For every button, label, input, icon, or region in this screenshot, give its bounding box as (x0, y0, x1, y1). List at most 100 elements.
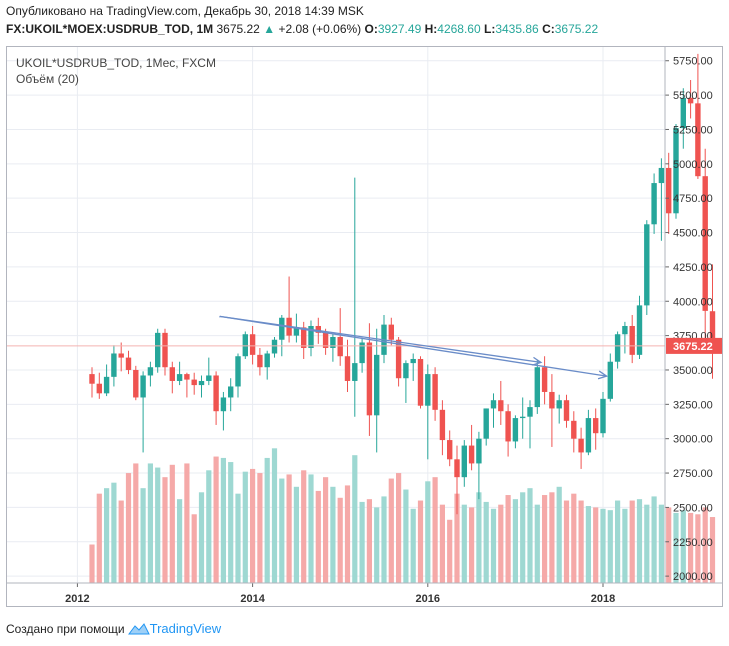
candle-body (432, 374, 438, 410)
candle-body (651, 183, 657, 225)
candle-body (549, 391, 555, 409)
volume-bar (257, 473, 263, 583)
candle-body (118, 353, 124, 358)
volume-bar (96, 493, 102, 583)
volume-bar (381, 496, 387, 583)
candle-body (96, 383, 102, 394)
y-tick-label: 4750.00 (673, 193, 713, 205)
candle-body (512, 418, 519, 442)
volume-legend[interactable]: Объём (20) (16, 72, 79, 86)
candle-body (556, 400, 562, 409)
volume-bar (374, 507, 380, 583)
candle-body (359, 342, 365, 364)
volume-bar (447, 519, 453, 583)
candle-body (585, 418, 592, 453)
candle-body (315, 325, 321, 333)
candle-body (308, 325, 314, 348)
volume-bar (315, 490, 321, 583)
low-label: L: (484, 22, 496, 36)
y-tick-label: 2750.00 (673, 468, 713, 480)
candle-body (352, 363, 358, 381)
candle-body (593, 418, 599, 434)
candle-body (206, 375, 212, 381)
x-tick-label: 2018 (591, 593, 615, 605)
volume-bar (476, 492, 482, 583)
y-tick-label: 5250.00 (673, 124, 713, 136)
volume-bar (527, 488, 533, 583)
created-with-text: Создано при помощи (6, 621, 125, 636)
candle-body (454, 459, 460, 478)
candle-body (571, 420, 577, 439)
candle-body (636, 305, 643, 355)
candle-body (461, 445, 467, 478)
candle-body (249, 334, 256, 355)
footer-credit: Создано при помощи TradingView (6, 621, 221, 636)
trend-arrow-lower-head (597, 370, 609, 380)
candle-body (439, 409, 446, 441)
candle-body (155, 332, 161, 368)
volume-bar (89, 544, 95, 583)
volume-bar (155, 467, 161, 583)
volume-bar (162, 477, 168, 583)
y-tick-label: 5750.00 (673, 56, 713, 68)
series-legend[interactable]: UKOIL*USDRUB_TOD, 1Мес, FXCM (16, 56, 216, 70)
change-value: +2.08 (+0.06%) (278, 22, 362, 36)
volume-bar (169, 464, 175, 583)
volume-bar (133, 463, 139, 583)
volume-bar (585, 506, 591, 583)
candle-body (520, 416, 526, 419)
volume-bar (505, 495, 511, 583)
candle-body (344, 356, 351, 381)
volume-bar (629, 500, 635, 583)
x-tick-label: 2016 (416, 593, 440, 605)
candle-body (395, 339, 402, 379)
candle-body (666, 167, 672, 214)
volume-bar (432, 477, 438, 583)
volume-bar (293, 486, 299, 583)
tradingview-logo-link[interactable]: TradingView (127, 621, 221, 636)
volume-bar (673, 512, 679, 583)
volume-bar (286, 474, 292, 583)
volume-bar (600, 508, 606, 583)
candle-body (388, 324, 394, 340)
volume-bar (688, 512, 694, 583)
y-tick-label: 5000.00 (673, 159, 713, 171)
candle-body (330, 336, 336, 348)
candle-body (271, 339, 278, 354)
published-note: Опубликовано на TradingView.com, Декабрь… (6, 4, 364, 18)
volume-bar (593, 507, 599, 583)
close-value: 3675.22 (554, 22, 599, 36)
candle-body (301, 327, 307, 348)
tradingview-logo-icon (127, 622, 150, 634)
volume-bar (695, 514, 701, 583)
y-tick-label: 2250.00 (673, 537, 713, 549)
trend-arrow-upper-head (532, 356, 543, 366)
volume-bar (534, 504, 540, 583)
candle-body (140, 375, 146, 398)
candle-body (103, 376, 110, 394)
candles (89, 53, 716, 515)
volume-bar (191, 514, 197, 583)
volume-bar (461, 504, 467, 583)
candle-body (374, 354, 380, 416)
candle-body (468, 445, 475, 464)
candle-body (425, 374, 431, 406)
volume-bar (118, 500, 124, 583)
volume-bar (410, 508, 416, 583)
volume-bar (366, 499, 372, 583)
candle-body (447, 440, 453, 460)
volume-bar (184, 463, 190, 583)
y-tick-label: 3250.00 (673, 399, 713, 411)
candle-body (658, 167, 665, 184)
volume-bar (388, 478, 394, 583)
candle-body (366, 342, 373, 416)
volume-bar (563, 500, 570, 583)
candle-body (403, 363, 409, 379)
volume-bar (242, 471, 248, 583)
volume-bar (344, 485, 351, 583)
candle-body (133, 369, 139, 398)
candle-body (417, 358, 424, 406)
volume-bar (330, 486, 336, 583)
volume-bar (279, 478, 285, 583)
